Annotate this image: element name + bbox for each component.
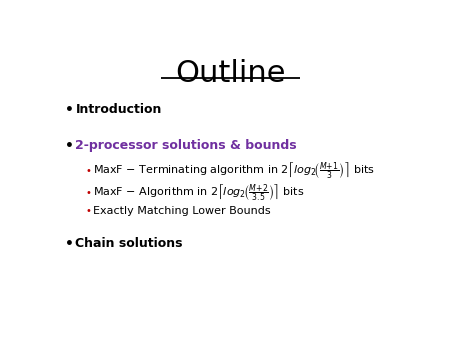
- Text: •: •: [85, 206, 91, 216]
- Text: Exactly Matching Lower Bounds: Exactly Matching Lower Bounds: [93, 206, 270, 216]
- Text: Introduction: Introduction: [76, 103, 162, 116]
- Text: •: •: [65, 237, 74, 250]
- Text: 2-processor solutions & bounds: 2-processor solutions & bounds: [76, 140, 297, 152]
- Text: •: •: [85, 166, 91, 176]
- Text: •: •: [65, 139, 74, 153]
- Text: MaxF $-$ Algorithm in $2\left\lceil log_2\!\left(\frac{M{+}2}{3.5}\right)\right\: MaxF $-$ Algorithm in $2\left\lceil log_…: [93, 183, 304, 203]
- Text: •: •: [85, 188, 91, 198]
- Text: MaxF $-$ Terminating algorithm in $2\left\lceil log_2\!\left(\frac{M{+}1}{3}\rig: MaxF $-$ Terminating algorithm in $2\lef…: [93, 161, 375, 181]
- Text: Outline: Outline: [176, 59, 286, 88]
- Text: Chain solutions: Chain solutions: [76, 237, 183, 250]
- Text: •: •: [65, 102, 74, 117]
